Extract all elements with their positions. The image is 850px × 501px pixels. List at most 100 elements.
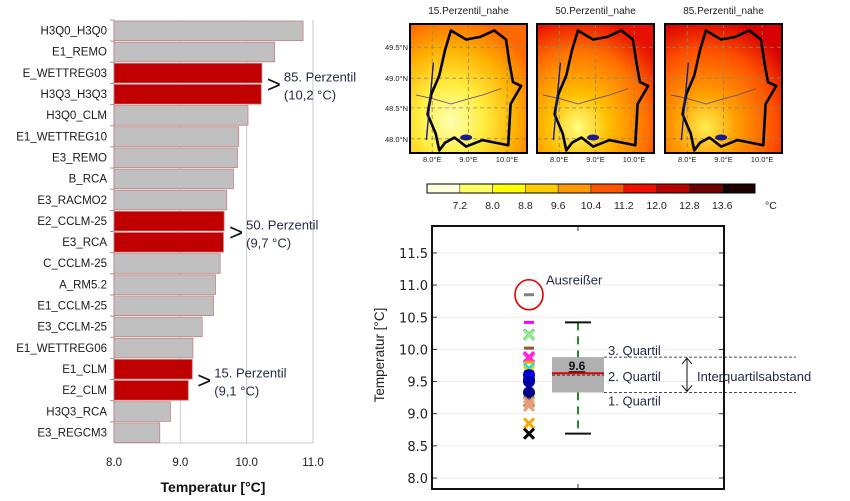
member-marker-x	[522, 329, 536, 342]
bar-category-label: E1_CCLM-25	[37, 301, 107, 313]
percentile-value: (9,1 °C)	[214, 384, 259, 399]
box-plot: 8.0 8.5 9.0 9.5 10.0 10.5 11.0 11.5 9.6 Ausreiße…	[372, 225, 811, 490]
member-marker-x	[522, 399, 536, 413]
bar-x-tick-labels: 8.0 9.0 10.0 11.0	[106, 457, 324, 469]
bar-x-tick-label: 11.0	[302, 457, 324, 469]
bar-x-axis-label: Temperatur [°C]	[161, 479, 266, 495]
bar-category-label: H3Q0_CLM	[46, 110, 107, 122]
map-lake	[715, 134, 728, 141]
bar-highlighted	[113, 380, 189, 401]
map-panel-title: 15.Perzentil_nahe	[428, 6, 509, 17]
bar-category-label: E1_WETTREG06	[16, 343, 107, 355]
bar-category-label: E3_REGCM3	[37, 427, 107, 439]
percentile-arrow: >	[229, 220, 243, 247]
map-frame	[664, 23, 783, 154]
map-lon-tick: 8.0°E	[550, 155, 568, 164]
bar-highlighted	[113, 84, 262, 105]
median-value-label: 9.6	[569, 359, 586, 373]
percentile-label: 85. Perzentil	[284, 69, 356, 84]
bar	[113, 401, 171, 422]
ensemble-member-markers	[522, 320, 536, 440]
member-marker-circle	[523, 386, 535, 399]
box-y-axis-label: Temperatur [°C]	[372, 308, 387, 403]
bar-highlighted	[113, 62, 263, 84]
map-lat-tick: 49.0°N	[385, 74, 408, 83]
percentile-value: (9,7 °C)	[246, 236, 291, 251]
bar-highlighted	[113, 232, 224, 253]
map-lat-tick: 48.0°N	[385, 135, 408, 144]
box-y-tick-label: 11.0	[399, 279, 428, 294]
colorbar-tick-label: 13.6	[712, 200, 733, 212]
bar-category-label: E1_CLM	[62, 364, 107, 376]
map-lon-tick: 10.0°E	[496, 155, 519, 164]
bar	[113, 126, 240, 147]
colorbar-tick-label: 8.8	[518, 200, 533, 212]
bar-category-label: A_RM5.2	[59, 279, 107, 291]
box-y-tick-label: 9.5	[407, 376, 428, 391]
box-y-tick-labels: 8.0 8.5 9.0 9.5 10.0 10.5 11.0 11.5	[399, 247, 428, 487]
colorbar-segment	[557, 183, 592, 194]
member-marker-x	[522, 396, 536, 409]
marker-stroke	[522, 427, 536, 440]
member-marker-x	[522, 427, 536, 440]
bar-highlighted	[113, 358, 193, 380]
map-lon-tick: 9.0°E	[586, 155, 604, 164]
colorbar-segment	[689, 183, 723, 194]
map-lon-tick: 8.0°E	[423, 155, 441, 164]
bar-category-label: E3_RCA	[62, 237, 107, 249]
percentile-value: (10,2 °C)	[284, 87, 336, 102]
bar-category-label: E2_CCLM-25	[37, 216, 107, 228]
map-rhine	[425, 62, 435, 141]
bar-marks	[113, 20, 304, 443]
member-marker-x	[522, 417, 536, 430]
map-rhine	[680, 62, 690, 141]
bar	[113, 189, 228, 211]
bar-category-label: E3_REMO	[52, 152, 107, 164]
colorbar-tick-label: 10.4	[581, 200, 602, 212]
colorbar-unit: °C	[765, 200, 777, 212]
box-y-tick-label: 10.5	[399, 311, 428, 326]
bar-category-label: E2_CLM	[62, 385, 107, 397]
bar	[113, 147, 238, 168]
outlier-circle	[514, 278, 544, 311]
map-lon-tick: 10.0°E	[623, 155, 646, 164]
percentile-arrow: >	[197, 368, 211, 395]
box-y-tick-label: 10.0	[399, 343, 428, 358]
map-rhine	[552, 62, 562, 141]
map-panel-title: 85.Perzentil_nahe	[683, 6, 764, 17]
map-lat-tick: 48.5°N	[385, 104, 408, 113]
box-annotations: 3. Quartil 2. Quartil 1. Quartil Interquart…	[604, 343, 811, 408]
map-panel: 85.Perzentil_nahe 8.0°E 9.0°E 10.0°E	[664, 6, 783, 164]
bar-percentile-annotations: >85. Perzentil(10,2 °C)> 50. Perzentil(9,…	[197, 69, 356, 398]
bar	[113, 295, 214, 317]
bar-category-label: E_WETTREG03	[23, 68, 107, 80]
percentile-label: 15. Perzentil	[214, 366, 286, 381]
q3-label: 3. Quartil	[608, 343, 661, 358]
map-lake	[460, 134, 473, 141]
map-state-border	[426, 29, 523, 152]
q1-label: 1. Quartil	[608, 393, 661, 408]
marker-stroke	[522, 417, 536, 430]
map-lon-tick: 8.0°E	[678, 155, 696, 164]
percentile-arrow: >	[267, 71, 281, 98]
colorbar-segment	[426, 183, 461, 194]
map-lon-tick: 10.0°E	[751, 155, 774, 164]
bar-category-label: C_CCLM-25	[43, 258, 107, 270]
map-panel-title: 50.Perzentil_nahe	[555, 6, 636, 17]
colorbar-tick-label: 12.8	[679, 200, 700, 212]
bar-category-label: H3Q3_H3Q3	[41, 89, 107, 101]
colorbar-segment	[623, 183, 657, 194]
bar-category-label: E1_WETTREG10	[16, 131, 107, 143]
iqr-arrow-head-down	[681, 385, 693, 393]
bar-category-label: E1_REMO	[52, 47, 107, 59]
map-frame	[409, 23, 528, 154]
bar-category-label: B_RCA	[69, 174, 108, 186]
marker-stroke	[522, 399, 536, 413]
outlier-label: Ausreißer	[546, 273, 603, 288]
colorbar-tick-label: 12.0	[646, 200, 667, 212]
map-state-border	[553, 29, 650, 152]
map-panel: 15.Perzentil_nahe 8.0°E 9.0°E 10.0°E 49.5°N 4…	[385, 6, 528, 164]
member-marker-circle	[523, 375, 535, 388]
map-lon-tick: 9.0°E	[714, 155, 732, 164]
box-elements: 9.6 Ausreißer	[514, 273, 604, 435]
